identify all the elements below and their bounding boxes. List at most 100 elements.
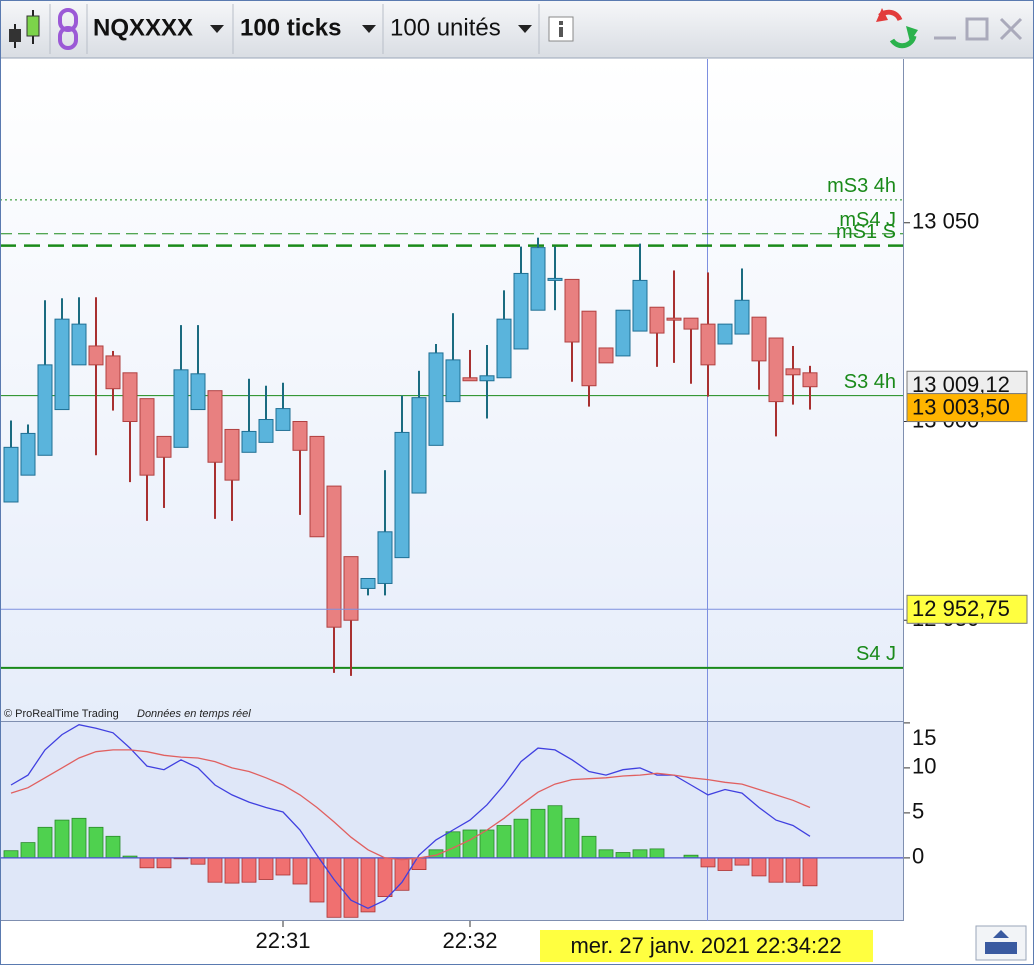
info-button[interactable] xyxy=(548,16,574,42)
histogram-bar xyxy=(428,849,444,859)
candle-body xyxy=(3,446,19,503)
candle-body xyxy=(377,531,393,584)
candle-body xyxy=(275,408,291,431)
indicator-line xyxy=(10,724,811,910)
histogram-bar xyxy=(207,857,223,883)
candle-body xyxy=(564,278,580,343)
candle-body xyxy=(292,420,308,451)
histogram-bar xyxy=(360,857,376,913)
price-badge xyxy=(906,594,1028,624)
candle-body xyxy=(258,419,274,443)
y-tick-label: 13 050 xyxy=(912,209,979,234)
histogram-bar xyxy=(71,817,87,859)
histogram-bar xyxy=(649,848,665,859)
candle-body xyxy=(411,397,427,494)
candle-body xyxy=(700,323,716,366)
candle-body xyxy=(224,428,240,481)
histogram-bar xyxy=(785,857,801,883)
price-badge xyxy=(906,393,1028,423)
x-tick-label: 22:32 xyxy=(442,928,497,953)
y-tick-label: 5 xyxy=(912,799,924,824)
dropdown-arrow xyxy=(210,25,224,33)
histogram-bar xyxy=(615,852,631,859)
y-tick-label: 0 xyxy=(912,844,924,869)
price-badge-label: 13 009,12 xyxy=(912,372,1010,397)
maximize-button[interactable] xyxy=(965,17,989,41)
cursor-time-badge xyxy=(540,930,873,962)
histogram-bar xyxy=(513,818,529,859)
candle-body xyxy=(530,247,546,311)
candle-body xyxy=(309,435,325,538)
histogram-bar xyxy=(530,808,546,859)
histogram-bar xyxy=(377,857,393,898)
histogram-bar xyxy=(54,819,70,859)
candle-body xyxy=(581,310,597,387)
level-label: mS4 J xyxy=(839,209,896,231)
link-button[interactable] xyxy=(58,8,78,50)
histogram-bar xyxy=(479,829,495,859)
histogram-bar xyxy=(598,849,614,859)
x-tick-label: 22:31 xyxy=(255,928,310,953)
candle-body xyxy=(360,577,376,589)
candle-body xyxy=(496,318,512,379)
close-button[interactable] xyxy=(999,17,1023,41)
histogram-bar xyxy=(700,857,716,868)
candle-body xyxy=(343,556,359,621)
y-tick-label: 15 xyxy=(912,725,936,750)
feed-status: Données en temps réel xyxy=(137,708,251,720)
histogram-bar xyxy=(156,857,172,869)
histogram-bar xyxy=(224,857,240,884)
histogram-bar xyxy=(3,850,19,859)
histogram-bar xyxy=(717,857,733,871)
candle-body xyxy=(734,299,750,335)
refresh-button[interactable] xyxy=(876,8,918,49)
histogram-bar xyxy=(258,857,274,880)
histogram-bar xyxy=(445,831,461,859)
units[interactable]: 100 unités xyxy=(390,14,501,41)
histogram-bar xyxy=(632,849,648,859)
candle-body xyxy=(20,432,36,476)
candle-body xyxy=(802,372,818,388)
histogram-bar xyxy=(564,817,580,859)
candle-body xyxy=(751,316,767,362)
candle-body xyxy=(666,317,682,321)
histogram-bar xyxy=(326,857,342,918)
level-label: S4 J xyxy=(856,643,896,665)
candle-body xyxy=(428,352,444,446)
histogram-bar xyxy=(309,857,325,903)
candle-body xyxy=(173,369,189,448)
histogram-bar xyxy=(547,805,563,859)
copyright: © ProRealTime Trading xyxy=(4,708,119,720)
candle-body xyxy=(785,368,801,376)
symbol[interactable]: NQXXXX xyxy=(93,14,193,41)
histogram-bar xyxy=(139,857,155,869)
candle-body xyxy=(445,359,461,403)
candle-body xyxy=(632,279,648,332)
toolbar xyxy=(0,0,1034,58)
y-tick-label: 10 xyxy=(912,754,936,779)
chart-type-button[interactable] xyxy=(9,10,40,48)
interval[interactable]: 100 ticks xyxy=(240,14,341,41)
candle-body xyxy=(326,485,342,628)
candle-body xyxy=(88,345,104,366)
scroll-button[interactable] xyxy=(975,925,1027,961)
candle-body xyxy=(207,390,223,463)
histogram-bar xyxy=(37,826,53,859)
candle-body xyxy=(241,430,257,453)
histogram-bar xyxy=(190,857,206,865)
level-label: mS1 S xyxy=(836,221,896,243)
histogram-bar xyxy=(581,835,597,859)
dropdown-arrow xyxy=(362,25,376,33)
histogram-bar xyxy=(462,829,478,859)
histogram-bar xyxy=(802,857,818,887)
candle-body xyxy=(683,317,699,330)
histogram-bar xyxy=(734,857,750,866)
candle-body xyxy=(54,318,70,411)
histogram-bar xyxy=(343,857,359,918)
candle-body xyxy=(768,337,784,403)
candle-body xyxy=(479,375,495,382)
dropdown-arrow xyxy=(518,25,532,33)
histogram-bar xyxy=(292,857,308,885)
indicator-panel xyxy=(0,722,903,920)
